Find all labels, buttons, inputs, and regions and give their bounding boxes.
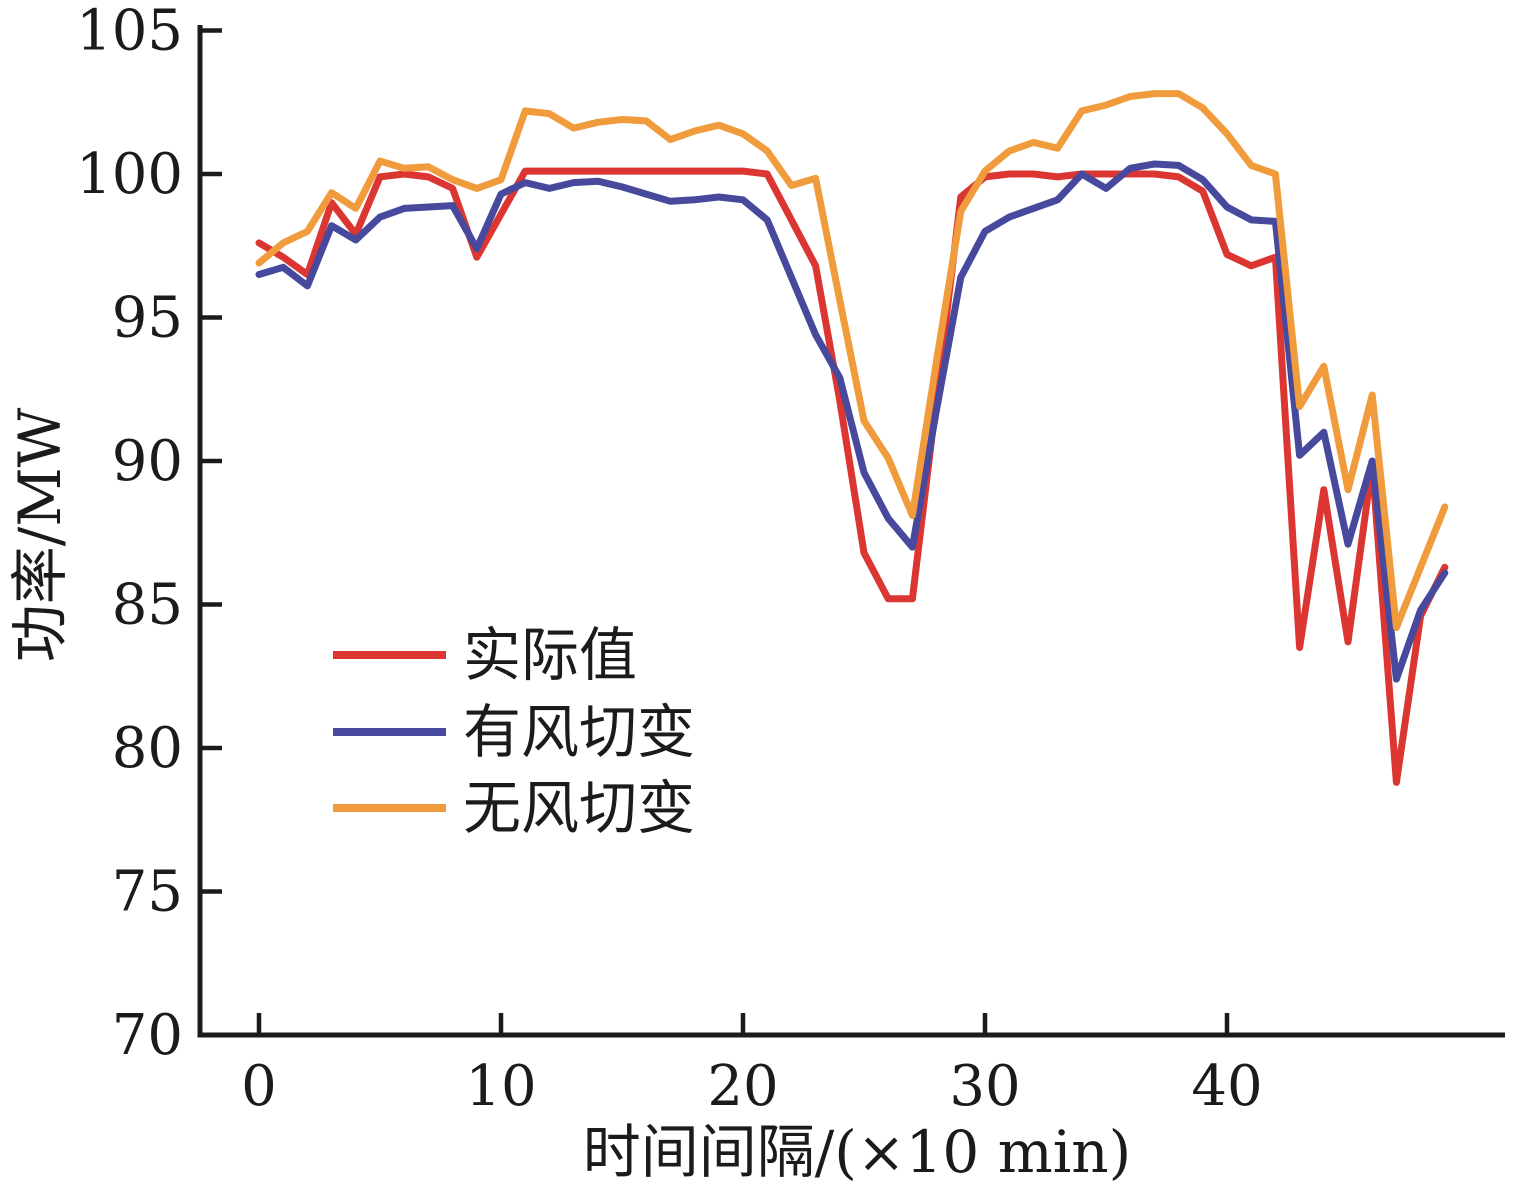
y-tick-label: 85	[112, 573, 183, 638]
series-line-1	[255, 160, 1449, 683]
x-tick-label: 10	[465, 1054, 536, 1119]
y-tick-label: 100	[76, 142, 183, 207]
y-tick-label: 75	[112, 860, 183, 925]
y-tick-label: 95	[112, 286, 183, 351]
y-tick-label: 70	[112, 1003, 183, 1068]
y-axis-title: 功率/MW	[6, 407, 74, 662]
series-line-2	[255, 90, 1449, 631]
legend-label-with-shear: 有风切变	[463, 698, 695, 766]
x-tick-label: 0	[241, 1054, 277, 1119]
series-line-0	[255, 167, 1449, 786]
x-tick-label: 30	[949, 1054, 1020, 1119]
legend: 实际值 有风切变 无风切变	[333, 621, 695, 842]
y-tick-label: 80	[112, 716, 183, 781]
y-tick-label: 90	[112, 429, 183, 494]
x-axis-title: 时间间隔/(×10 min)	[583, 1118, 1132, 1186]
x-tick-label: 20	[707, 1054, 778, 1119]
y-tick-label: 105	[76, 0, 183, 64]
x-tick-label: 40	[1191, 1054, 1262, 1119]
legend-label-no-shear: 无风切变	[463, 774, 695, 842]
axes: 70 75 80 85 90 95 100 105 0 10 20 30 40	[76, 0, 1505, 1119]
series-lines	[255, 90, 1449, 786]
legend-label-actual: 实际值	[463, 621, 637, 689]
